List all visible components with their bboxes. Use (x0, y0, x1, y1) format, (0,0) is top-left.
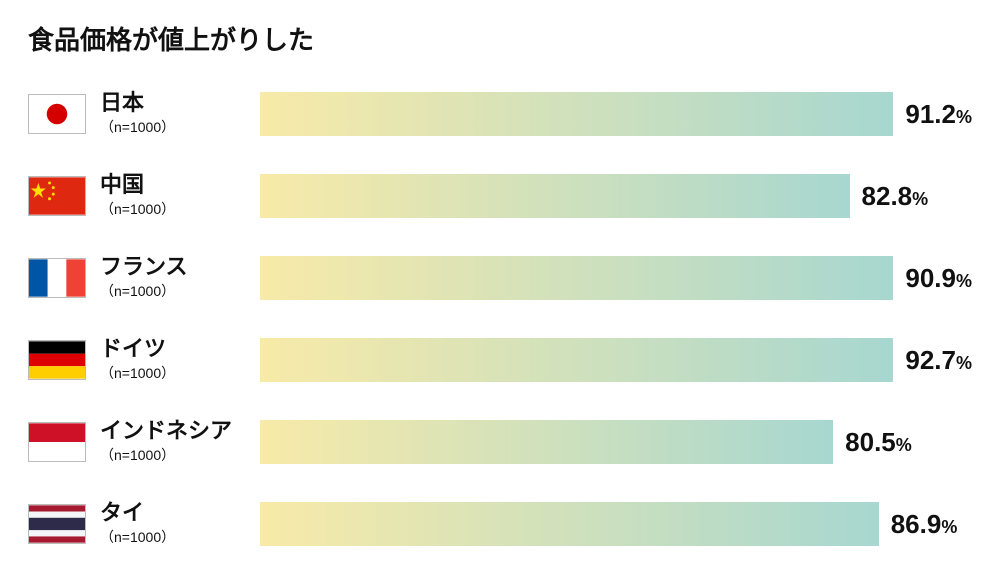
bar (260, 338, 893, 382)
row-indonesia: インドネシア （n=1000） 80.5% (28, 415, 972, 469)
sample-size: （n=1000） (100, 199, 260, 219)
label-france: フランス （n=1000） (100, 255, 260, 301)
label-japan: 日本 （n=1000） (100, 91, 260, 137)
row-france: フランス （n=1000） 90.9% (28, 251, 972, 305)
bar-area: 82.8% (260, 174, 972, 218)
bar-value: 86.9% (891, 509, 958, 540)
sample-size: （n=1000） (100, 363, 260, 383)
bar-value: 82.8% (862, 181, 929, 212)
france-flag-icon (28, 258, 86, 298)
chart-title: 食品価格が値上がりした (28, 20, 972, 57)
bar-area: 92.7% (260, 338, 972, 382)
label-china: 中国 （n=1000） (100, 173, 260, 219)
sample-size: （n=1000） (100, 445, 260, 465)
bar (260, 174, 850, 218)
bar-area: 86.9% (260, 502, 972, 546)
label-indonesia: インドネシア （n=1000） (100, 419, 260, 465)
row-thailand: タイ （n=1000） 86.9% (28, 497, 972, 551)
thailand-flag-icon (28, 504, 86, 544)
country-name: タイ (100, 501, 260, 525)
bar-value: 92.7% (905, 345, 972, 376)
sample-size: （n=1000） (100, 527, 260, 547)
bar (260, 502, 879, 546)
bar (260, 420, 833, 464)
china-flag-icon (28, 176, 86, 216)
bar-area: 91.2% (260, 92, 972, 136)
sample-size: （n=1000） (100, 281, 260, 301)
bar (260, 256, 893, 300)
row-china: 中国 （n=1000） 82.8% (28, 169, 972, 223)
country-name: 日本 (100, 91, 260, 115)
label-thailand: タイ （n=1000） (100, 501, 260, 547)
bar-area: 90.9% (260, 256, 972, 300)
indonesia-flag-icon (28, 422, 86, 462)
bar-value: 80.5% (845, 427, 912, 458)
germany-flag-icon (28, 340, 86, 380)
chart-rows: 日本 （n=1000） 91.2% 中国 （n=1000） 82.8% フランス… (28, 87, 972, 551)
bar-value: 91.2% (905, 99, 972, 130)
country-name: インドネシア (100, 419, 260, 443)
row-germany: ドイツ （n=1000） 92.7% (28, 333, 972, 387)
row-japan: 日本 （n=1000） 91.2% (28, 87, 972, 141)
label-germany: ドイツ （n=1000） (100, 337, 260, 383)
japan-flag-icon (28, 94, 86, 134)
sample-size: （n=1000） (100, 117, 260, 137)
bar-area: 80.5% (260, 420, 972, 464)
country-name: 中国 (100, 173, 260, 197)
country-name: ドイツ (100, 337, 260, 361)
bar (260, 92, 893, 136)
country-name: フランス (100, 255, 260, 279)
bar-value: 90.9% (905, 263, 972, 294)
